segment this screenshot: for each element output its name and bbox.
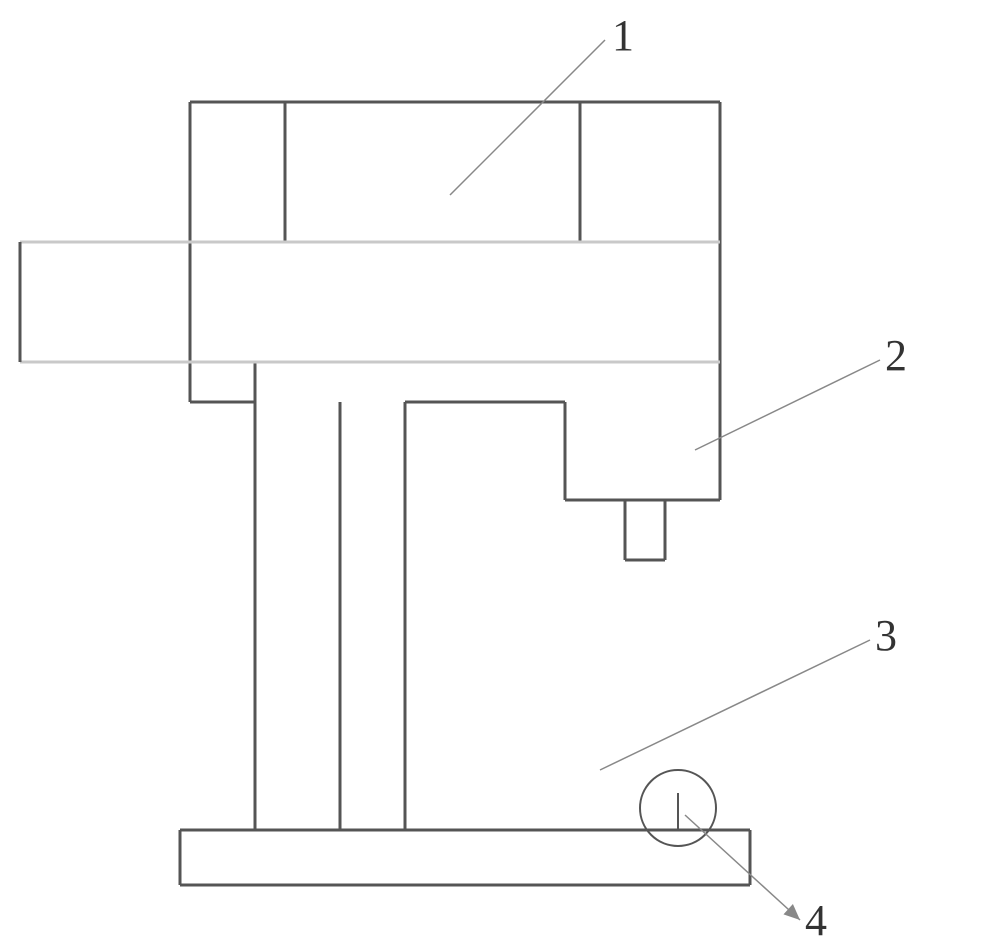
callout-label: 1 [612, 11, 634, 60]
callout-label: 4 [805, 896, 827, 945]
callout-label: 2 [885, 331, 907, 380]
callout-label: 3 [875, 611, 897, 660]
